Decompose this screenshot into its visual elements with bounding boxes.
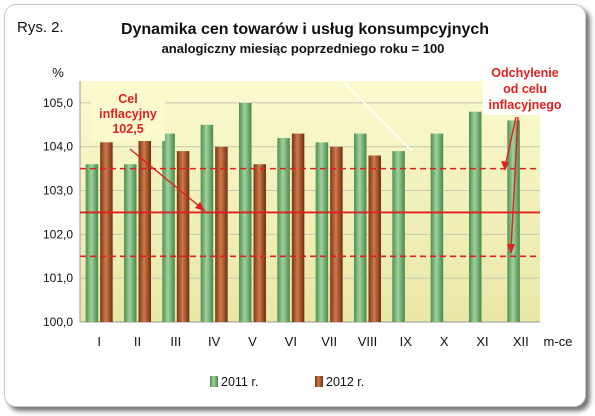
x-tick-label: VII bbox=[321, 334, 337, 349]
annotation-cel-bg bbox=[91, 91, 165, 141]
annotation-odchylenie-line: Odchylenie bbox=[491, 66, 558, 80]
x-tick-label: IV bbox=[208, 334, 221, 349]
bar-series-2-VI bbox=[291, 133, 305, 322]
bar-series-1-XII bbox=[507, 120, 520, 322]
bar-series-2-V bbox=[253, 164, 266, 322]
chart-frame: Rys. 2. Dynamika cen towarów i usług kon… bbox=[4, 4, 586, 407]
x-tick-label: I bbox=[97, 334, 101, 349]
bar-series-2-II bbox=[138, 133, 151, 322]
annotation-cel-arrowhead bbox=[195, 202, 205, 211]
bar-series-1-IV bbox=[200, 124, 214, 323]
legend-swatch-1 bbox=[210, 376, 218, 387]
annotation-odchylenie-bg bbox=[483, 63, 567, 115]
y-axis-label: % bbox=[52, 65, 64, 80]
x-tick-label: II bbox=[134, 334, 141, 349]
y-tick-label: 104,0 bbox=[43, 140, 73, 154]
annotation-cel-arrow bbox=[129, 148, 206, 212]
legend-label-2: 2012 r. bbox=[326, 375, 364, 389]
annotation-odchylenie: Odchylenie od celu inflacyjnego bbox=[483, 63, 567, 254]
x-tick-label: XII bbox=[513, 334, 529, 349]
bars bbox=[85, 102, 520, 323]
bar-series-1-III bbox=[162, 133, 175, 322]
y-tick-label: 101,0 bbox=[43, 271, 73, 285]
chart-subtitle: analogiczny miesiąc poprzedniego roku = … bbox=[162, 41, 445, 56]
legend-label-1: 2011 r. bbox=[221, 375, 258, 389]
annotation-cel-line: Cel bbox=[118, 92, 137, 106]
x-tick-label: V bbox=[248, 334, 257, 349]
annotation-odchylenie-arrow-2 bbox=[510, 116, 519, 251]
annotation-odchylenie-line: inflacyjnego bbox=[489, 98, 562, 112]
legend-swatch-2 bbox=[315, 376, 323, 387]
bar-series-1-I bbox=[85, 164, 99, 322]
x-tick-labels: I II III IV V VI VII VIII IX X XI XII bbox=[97, 334, 528, 349]
annotation-cel-line: inflacyjny bbox=[99, 107, 157, 121]
bar-series-2-III bbox=[176, 151, 190, 322]
bar-series-1-IX bbox=[392, 151, 405, 322]
x-tick-label: VI bbox=[285, 334, 297, 349]
y-tick-label: 102,0 bbox=[43, 227, 73, 241]
chart-title: Dynamika cen towarów i usług konsumpcyjn… bbox=[121, 21, 489, 38]
decorative-white-line bbox=[342, 80, 413, 152]
annotation-odchylenie-arrow-1 bbox=[504, 116, 517, 168]
reference-lines bbox=[80, 167, 540, 258]
bar-series-1-VI bbox=[277, 137, 290, 322]
bar-series-2-VII bbox=[330, 146, 343, 322]
legend: 2011 r. 2012 r. bbox=[210, 375, 364, 389]
x-tick-label: VIII bbox=[358, 334, 378, 349]
annotation-odchylenie-line: od celu bbox=[503, 82, 547, 96]
y-tick-label: 103,0 bbox=[43, 184, 73, 198]
bar-series-1-II bbox=[124, 164, 137, 322]
y-tick-label: 100,0 bbox=[43, 315, 73, 329]
x-tick-label: IX bbox=[400, 334, 413, 349]
grid-lines bbox=[79, 81, 540, 323]
x-tick-label: III bbox=[170, 334, 181, 349]
x-axis-label: m-ce bbox=[544, 334, 573, 349]
bar-series-1-X bbox=[430, 133, 444, 322]
bar-series-1-VII bbox=[315, 142, 329, 322]
bar-series-2-I bbox=[100, 142, 113, 322]
x-tick-label: X bbox=[440, 334, 449, 349]
annotation-odchylenie-arrowhead-1 bbox=[501, 161, 509, 171]
bar-series-1-XI bbox=[469, 111, 482, 322]
annotation-odchylenie-arrowhead-2 bbox=[507, 244, 515, 254]
bar-series-2-VIII bbox=[368, 155, 381, 322]
bar-series-1-VIII bbox=[354, 133, 367, 322]
bar-series-2-IV bbox=[215, 146, 228, 322]
y-tick-label: 105,0 bbox=[43, 96, 73, 110]
annotation-cel-line: 102,5 bbox=[112, 122, 143, 136]
x-tick-label: XI bbox=[476, 334, 488, 349]
figure-label: Rys. 2. bbox=[17, 19, 64, 36]
y-tick-labels: 100,0 101,0 102,0 103,0 104,0 105,0 bbox=[43, 96, 73, 329]
chart-svg: Rys. 2. Dynamika cen towarów i usług kon… bbox=[17, 19, 573, 389]
